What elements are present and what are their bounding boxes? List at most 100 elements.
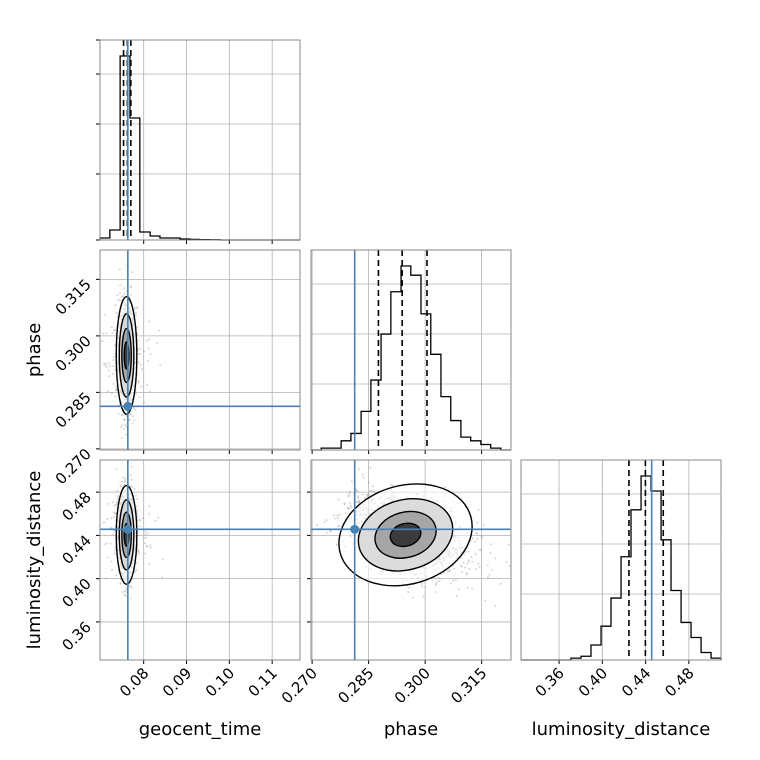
- sample-point: [159, 364, 162, 367]
- truth-marker: [123, 401, 133, 411]
- sample-point: [242, 521, 244, 523]
- sample-point: [361, 473, 364, 476]
- x-tick-label: 0.36: [532, 664, 568, 700]
- sample-point: [481, 536, 484, 539]
- sample-point: [110, 560, 113, 563]
- sample-point: [133, 306, 136, 309]
- sample-point: [136, 498, 139, 501]
- sample-point: [158, 329, 161, 332]
- sample-point: [107, 361, 110, 364]
- sample-point: [132, 406, 135, 409]
- sample-point: [138, 518, 141, 521]
- sample-point: [113, 504, 116, 507]
- y-tick-label: 0.48: [58, 488, 94, 524]
- sample-point: [513, 527, 515, 529]
- sample-point: [119, 485, 122, 488]
- sample-point: [499, 582, 502, 585]
- sample-point: [111, 533, 114, 536]
- sample-point: [115, 389, 118, 392]
- sample-point: [515, 545, 517, 547]
- sample-point: [105, 365, 108, 368]
- sample-point: [120, 413, 123, 416]
- sample-point: [357, 496, 360, 499]
- sample-point: [526, 556, 528, 558]
- sample-point: [358, 468, 361, 471]
- sample-point: [349, 506, 352, 509]
- sample-point: [134, 314, 137, 317]
- sample-point: [115, 503, 118, 506]
- sample-point: [460, 565, 463, 568]
- sample-point: [119, 582, 122, 585]
- sample-point: [135, 505, 138, 508]
- sample-point: [148, 320, 151, 323]
- x-tick-label: 0.40: [575, 664, 611, 700]
- sample-point: [343, 503, 346, 506]
- sample-point: [137, 552, 140, 555]
- sample-point: [143, 552, 146, 555]
- sample-point: [365, 493, 368, 496]
- scatter-geocent_time_vs_luminosity_distance: [100, 460, 300, 660]
- sample-point: [103, 543, 106, 546]
- sample-point: [119, 582, 122, 585]
- sample-point: [146, 545, 149, 548]
- sample-point: [123, 593, 126, 596]
- sample-point: [117, 495, 120, 498]
- sample-point: [347, 508, 350, 511]
- sample-point: [365, 495, 368, 498]
- sample-point: [368, 493, 371, 496]
- sample-point: [526, 507, 528, 509]
- sample-point: [124, 479, 127, 482]
- sample-point: [123, 480, 126, 483]
- sample-point: [139, 363, 142, 366]
- sample-point: [123, 418, 126, 421]
- sample-point: [137, 550, 140, 553]
- sample-point: [449, 582, 452, 585]
- sample-point: [494, 605, 497, 608]
- sample-point: [120, 480, 123, 483]
- sample-point: [161, 576, 164, 579]
- panel-1-0: [96, 250, 300, 454]
- sample-point: [474, 540, 477, 543]
- sample-point: [556, 553, 558, 555]
- sample-point: [128, 585, 131, 588]
- sample-point: [604, 546, 606, 548]
- sample-point: [115, 574, 118, 577]
- x-tick-label: 0.08: [116, 664, 152, 700]
- sample-point: [111, 501, 114, 504]
- scatter-phase_vs_luminosity_distance: [242, 460, 606, 660]
- sample-point: [124, 423, 127, 426]
- sample-point: [120, 437, 123, 440]
- sample-point: [392, 484, 395, 487]
- sample-point: [148, 512, 151, 515]
- sample-point: [316, 524, 319, 527]
- sample-point: [507, 543, 510, 546]
- sample-point: [134, 311, 137, 314]
- sample-point: [454, 579, 457, 582]
- sample-point: [475, 532, 478, 535]
- sample-point: [145, 384, 148, 387]
- sample-point: [276, 522, 278, 524]
- sample-point: [111, 392, 114, 395]
- x-tick-label: 0.11: [245, 664, 281, 700]
- sample-point: [101, 340, 104, 343]
- sample-point: [142, 350, 145, 353]
- sample-point: [110, 326, 113, 329]
- sample-point: [136, 513, 139, 516]
- sample-point: [444, 486, 447, 489]
- sample-point: [282, 496, 284, 498]
- sample-point: [356, 490, 359, 493]
- sample-point: [123, 427, 126, 430]
- panel-2-1: [242, 460, 606, 664]
- sample-point: [118, 268, 121, 271]
- sample-point: [247, 521, 249, 523]
- x-tick-label: 0.315: [447, 664, 490, 707]
- sample-point: [112, 373, 115, 376]
- truth-marker: [350, 524, 360, 534]
- sample-point: [145, 536, 148, 539]
- sample-point: [116, 298, 119, 301]
- sample-point: [122, 295, 125, 298]
- sample-point: [325, 519, 328, 522]
- x-axis-label-geocent_time: geocent_time: [139, 719, 262, 740]
- sample-point: [480, 535, 483, 538]
